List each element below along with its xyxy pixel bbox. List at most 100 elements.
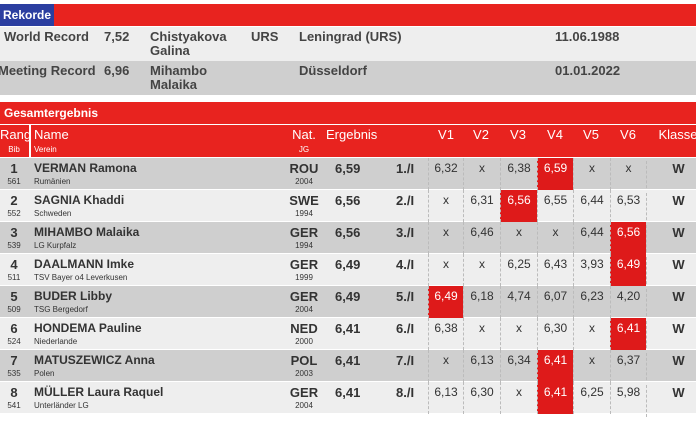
klasse: W <box>646 225 696 257</box>
record-name: Mihambo Malaika <box>150 63 208 92</box>
athlete-name: BUDER Libby <box>34 289 112 303</box>
club: Schweden <box>34 209 72 218</box>
birth-year: 1994 <box>295 241 313 250</box>
athlete-name: MIHAMBO Malaika <box>34 225 140 239</box>
klasse: W <box>646 289 696 321</box>
record-mark: 7,52 <box>104 29 130 44</box>
birth-year: 1999 <box>295 273 313 282</box>
result: 6,41 <box>335 321 361 336</box>
record-row: Meeting Record 6,96 Mihambo Malaika Düsseld… <box>0 61 696 95</box>
record-place: Düsseldorf <box>299 63 367 78</box>
attempt-v5: 3,93 <box>573 254 610 286</box>
table-row: 8 541 MÜLLER Laura Raquel Unterländer LG GER… <box>0 382 696 417</box>
attempt-v6: x <box>610 158 646 190</box>
place: 4./I <box>396 257 415 272</box>
header-v5: V5 <box>583 127 599 142</box>
table-header: Rang Bib Name Verein Nat. JG Ergebnis V1 V2 V3 V4 V… <box>0 125 696 157</box>
header-v4: V4 <box>547 127 563 142</box>
attempt-v5: x <box>573 350 610 382</box>
birth-year: 1994 <box>295 209 313 218</box>
attempt-v5: x <box>573 158 610 190</box>
attempt-v1: x <box>428 350 463 382</box>
nat: GER <box>289 225 319 240</box>
place: 3./I <box>396 225 415 240</box>
klasse: W <box>646 161 696 193</box>
header-klasse: Klasse <box>658 127 696 142</box>
attempt-v4: 6,41 <box>537 350 573 382</box>
record-date: 01.01.2022 <box>555 63 621 78</box>
bib: 511 <box>7 273 21 282</box>
header-jg: JG <box>298 145 310 154</box>
attempt-v2: 6,13 <box>463 350 500 382</box>
place: 1./I <box>396 161 415 176</box>
birth-year: 2000 <box>295 337 313 346</box>
table-row: 2 552 SAGNIA Khaddi Schweden SWE 1994 6,56 2./I… <box>0 190 696 225</box>
attempt-v2: 6,31 <box>463 190 500 222</box>
result: 6,56 <box>335 193 361 208</box>
header-ergebnis: Ergebnis <box>326 127 378 142</box>
table-row: 3 539 MIHAMBO Malaika LG Kurpfalz GER 1994 6,5… <box>0 222 696 257</box>
table-row: 6 524 HONDEMA Pauline Niederlande NED 2000 6,4… <box>0 318 696 353</box>
attempt-v3: 6,38 <box>500 158 537 190</box>
record-mark: 6,96 <box>104 63 130 78</box>
bib: 509 <box>7 305 21 314</box>
record-name: Chistyakova Galina <box>150 29 227 58</box>
athlete-name: VERMAN Ramona <box>34 161 137 175</box>
attempt-v6: 6,53 <box>610 190 646 222</box>
club: TSV Bayer o4 Leverkusen <box>34 273 128 282</box>
attempt-v4: 6,30 <box>537 318 573 350</box>
bib: 535 <box>7 369 21 378</box>
birth-year: 2004 <box>295 401 313 410</box>
attempt-v6: 6,49 <box>610 254 646 286</box>
result: 6,59 <box>335 161 361 176</box>
place: 7./I <box>396 353 415 368</box>
athlete-name: HONDEMA Pauline <box>34 321 142 335</box>
header-bib: Bib <box>8 145 20 154</box>
attempt-v3: 6,56 <box>500 190 537 222</box>
record-row: World Record 7,52 Chistyakova Galina URS Len… <box>0 27 696 61</box>
birth-year: 2004 <box>295 305 313 314</box>
attempt-v6: 6,56 <box>610 222 646 254</box>
header-v6: V6 <box>620 127 636 142</box>
attempt-v2: 6,46 <box>463 222 500 254</box>
attempt-v3: 4,74 <box>500 286 537 318</box>
attempt-v1: x <box>428 190 463 222</box>
header-v1: V1 <box>438 127 454 142</box>
header-divider <box>29 125 31 157</box>
place: 8./I <box>396 385 415 400</box>
attempt-v4: 6,59 <box>537 158 573 190</box>
header-v2: V2 <box>473 127 489 142</box>
attempt-v6: 4,20 <box>610 286 646 318</box>
attempt-v1: 6,13 <box>428 382 463 414</box>
nat: ROU <box>289 161 319 176</box>
record-place: Leningrad (URS) <box>299 29 402 44</box>
attempt-v5: 6,23 <box>573 286 610 318</box>
table-row: 1 561 VERMAN Ramona Rumänien ROU 2004 6,59 1./I… <box>0 158 696 193</box>
place: 2./I <box>396 193 415 208</box>
header-verein: Verein <box>34 145 57 154</box>
nat: GER <box>289 385 319 400</box>
rang: 3 <box>10 225 18 240</box>
club: LG Kurpfalz <box>34 241 77 250</box>
club: Niederlande <box>34 337 78 346</box>
attempt-v1: 6,38 <box>428 318 463 350</box>
attempt-v5: 6,25 <box>573 382 610 414</box>
attempt-v2: x <box>463 158 500 190</box>
nat: GER <box>289 257 319 272</box>
nat: SWE <box>289 193 319 208</box>
nat: NED <box>290 321 318 336</box>
attempt-v3: x <box>500 382 537 414</box>
result: 6,41 <box>335 385 361 400</box>
athlete-name: MATUSZEWICZ Anna <box>34 353 155 367</box>
attempt-v1: x <box>428 222 463 254</box>
attempt-v6: 6,37 <box>610 350 646 382</box>
result: 6,41 <box>335 353 361 368</box>
bib: 561 <box>7 177 21 186</box>
record-date: 11.06.1988 <box>555 29 620 44</box>
attempt-v6: 5,98 <box>610 382 646 414</box>
attempt-v5: x <box>573 318 610 350</box>
attempt-v5: 6,44 <box>573 222 610 254</box>
rang: 2 <box>10 193 18 208</box>
header-v3: V3 <box>510 127 526 142</box>
attempt-v4: 6,07 <box>537 286 573 318</box>
